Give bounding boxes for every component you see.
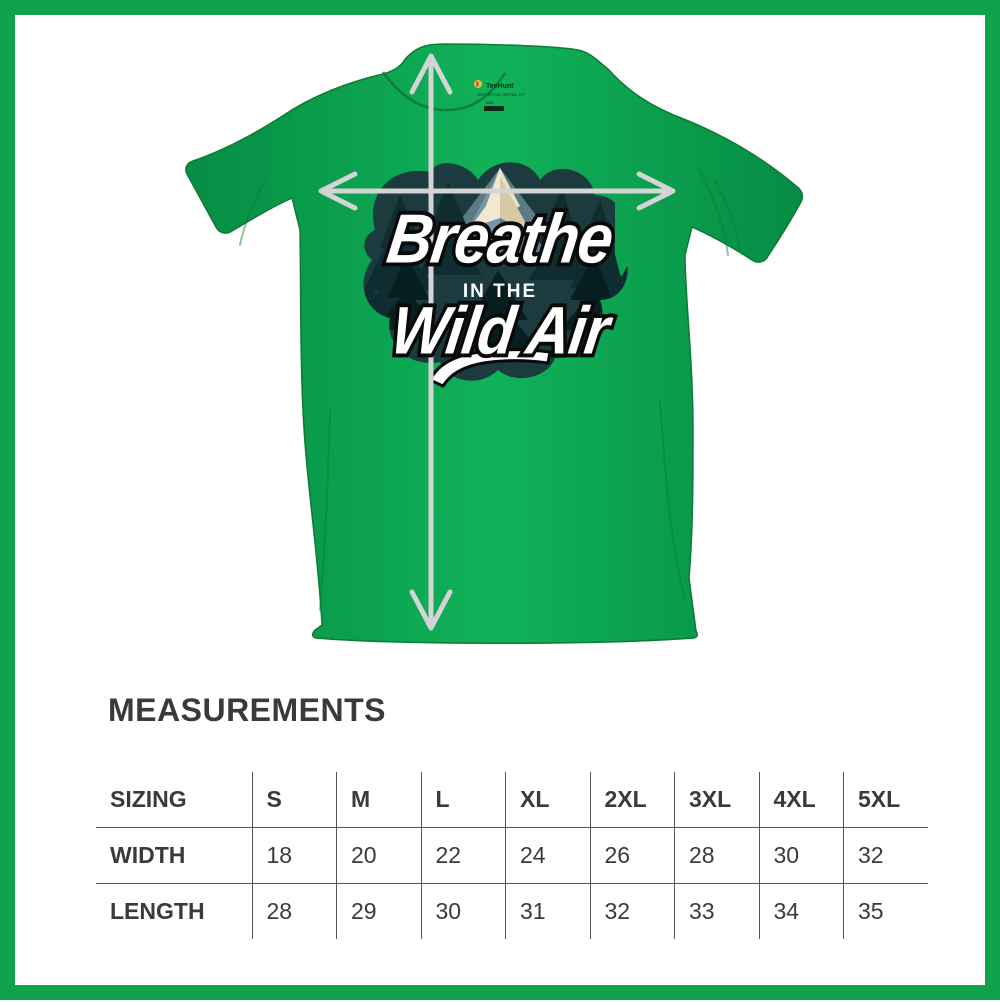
svg-text:SOFTSTYLE • RETAIL FIT: SOFTSTYLE • RETAIL FIT [477,92,525,97]
svg-text:TeeHunt: TeeHunt [486,83,514,90]
svg-text:SIZE: SIZE [486,101,494,105]
